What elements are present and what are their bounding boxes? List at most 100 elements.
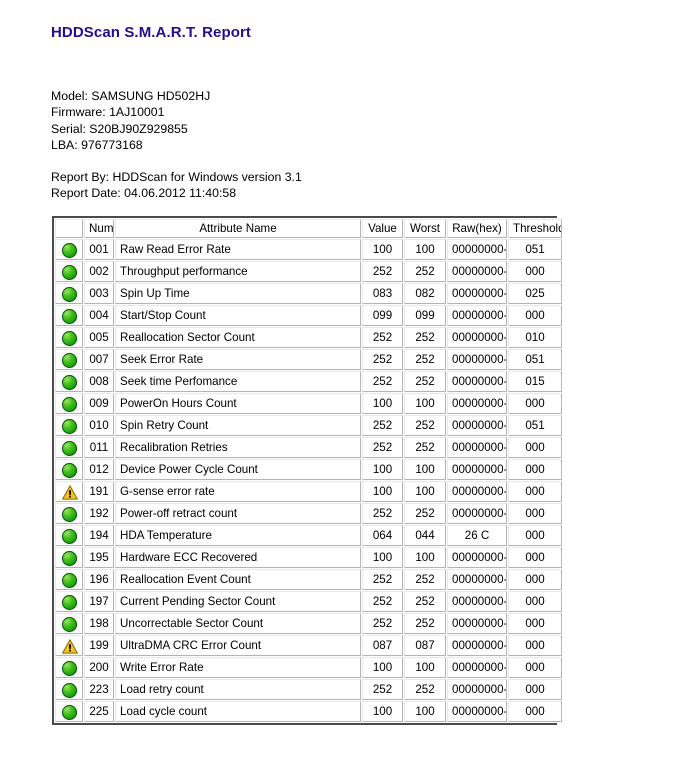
warning-triangle-icon (61, 484, 78, 500)
attribute-threshold: 051 (508, 349, 562, 370)
status-badge (55, 503, 83, 524)
attribute-value: 100 (362, 393, 403, 414)
attribute-name: Throughput performance (115, 261, 361, 282)
attribute-value: 252 (362, 327, 403, 348)
attribute-raw-hex: 00000000-0000 (447, 591, 507, 612)
attribute-value: 252 (362, 261, 403, 282)
green-led-glyph (61, 374, 77, 390)
attribute-num: 001 (84, 239, 114, 260)
attribute-name: Uncorrectable Sector Count (115, 613, 361, 634)
table-row: 195 Hardware ECC Recovered 100 100 00000000-… (55, 547, 562, 568)
green-led-glyph (61, 242, 77, 258)
attribute-threshold: 010 (508, 327, 562, 348)
attribute-num: 192 (84, 503, 114, 524)
attribute-raw-hex: 00000000-0000 (447, 261, 507, 282)
attribute-name: Seek Error Rate (115, 349, 361, 370)
green-led-icon (61, 660, 77, 676)
attribute-num: 002 (84, 261, 114, 282)
attribute-value: 252 (362, 415, 403, 436)
green-led-icon (61, 264, 77, 280)
green-led-icon (61, 682, 77, 698)
attribute-threshold: 025 (508, 283, 562, 304)
attribute-name: Load retry count (115, 679, 361, 700)
attribute-raw-hex: 00000000-0000 (447, 679, 507, 700)
attribute-worst: 100 (404, 547, 446, 568)
attribute-threshold: 000 (508, 503, 562, 524)
attribute-raw-hex: 00000000-0371 (447, 459, 507, 480)
attribute-value: 252 (362, 679, 403, 700)
attribute-num: 199 (84, 635, 114, 656)
attribute-raw-hex: 00000000-0000 (447, 327, 507, 348)
green-led-glyph (61, 308, 77, 324)
status-badge (55, 283, 83, 304)
page-title: HDDScan S.M.A.R.T. Report (51, 24, 252, 41)
attribute-name: Reallocation Event Count (115, 569, 361, 590)
attribute-raw-hex: 26 C (447, 525, 507, 546)
attribute-num: 012 (84, 459, 114, 480)
attribute-name: Current Pending Sector Count (115, 591, 361, 612)
attribute-num: 010 (84, 415, 114, 436)
attribute-worst: 252 (404, 327, 446, 348)
attribute-value: 087 (362, 635, 403, 656)
device-lba: LBA: 976773168 (51, 138, 143, 153)
attribute-worst: 099 (404, 305, 446, 326)
attribute-raw-hex: 00000000-0577 (447, 305, 507, 326)
status-badge (55, 239, 83, 260)
attribute-num: 195 (84, 547, 114, 568)
green-led-glyph (61, 704, 77, 720)
device-model: Model: SAMSUNG HD502HJ (51, 89, 211, 103)
table-row: 197 Current Pending Sector Count 252 252 000… (55, 591, 562, 612)
attribute-threshold: 000 (508, 437, 562, 458)
attribute-num: 223 (84, 679, 114, 700)
green-led-icon (61, 308, 77, 324)
green-led-icon (61, 440, 77, 456)
attribute-threshold: 000 (508, 481, 562, 502)
table-row: 002 Throughput performance 252 252 00000000-… (55, 261, 562, 282)
green-led-icon (61, 418, 77, 434)
status-badge (55, 701, 83, 722)
attribute-threshold: 000 (508, 393, 562, 414)
green-led-icon (61, 286, 77, 302)
status-badge (55, 327, 83, 348)
status-badge (55, 459, 83, 480)
attribute-threshold: 000 (508, 635, 562, 656)
attribute-num: 007 (84, 349, 114, 370)
table-header-row: Num Attribute Name Value Worst Raw(hex) … (55, 219, 562, 238)
attribute-worst: 100 (404, 701, 446, 722)
attribute-raw-hex: 00000000-0000 (447, 437, 507, 458)
smart-attributes-table: Num Attribute Name Value Worst Raw(hex) … (54, 218, 563, 723)
status-badge (55, 657, 83, 678)
status-badge (55, 371, 83, 392)
attribute-threshold: 000 (508, 459, 562, 480)
status-badge (55, 481, 83, 502)
attribute-name: Spin Retry Count (115, 415, 361, 436)
attribute-num: 194 (84, 525, 114, 546)
attribute-num: 197 (84, 591, 114, 612)
attribute-threshold: 000 (508, 591, 562, 612)
attribute-threshold: 015 (508, 371, 562, 392)
attribute-worst: 100 (404, 239, 446, 260)
attribute-worst: 087 (404, 635, 446, 656)
green-led-icon (61, 506, 77, 522)
attribute-threshold: 000 (508, 569, 562, 590)
green-led-icon (61, 242, 77, 258)
attribute-threshold: 000 (508, 701, 562, 722)
green-led-icon (61, 528, 77, 544)
attribute-raw-hex: 00000000-0000 (447, 415, 507, 436)
attribute-num: 005 (84, 327, 114, 348)
status-badge (55, 525, 83, 546)
attribute-worst: 252 (404, 349, 446, 370)
green-led-icon (61, 550, 77, 566)
attribute-worst: 100 (404, 657, 446, 678)
green-led-glyph (61, 396, 77, 412)
green-led-glyph (61, 572, 77, 588)
column-header-value: Value (362, 219, 403, 238)
attribute-value: 252 (362, 591, 403, 612)
attribute-worst: 252 (404, 261, 446, 282)
